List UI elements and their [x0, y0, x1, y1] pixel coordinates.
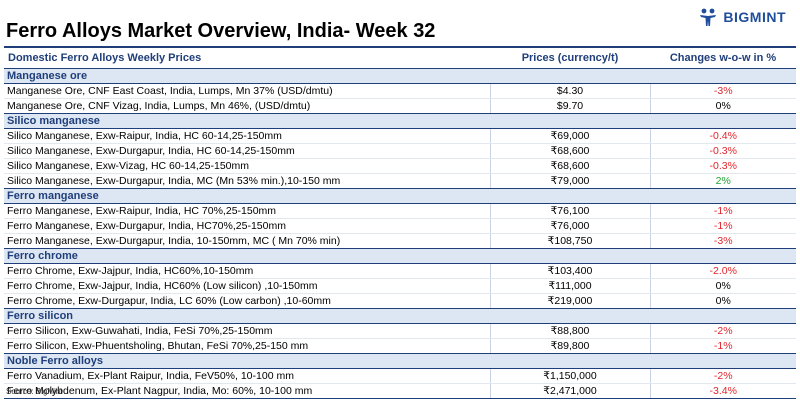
product-cell: Ferro Chrome, Exw-Jajpur, India, HC60% (… — [4, 278, 490, 294]
price-cell: ₹69,000 — [489, 128, 651, 144]
group-name: Silico manganese — [4, 113, 796, 129]
group-header-row: Noble Ferro alloys — [4, 353, 796, 369]
product-cell: Ferro Manganese, Exw-Raipur, India, HC 7… — [4, 203, 490, 219]
group-header-row: Ferro chrome — [4, 248, 796, 264]
change-cell: -3% — [650, 233, 796, 249]
product-cell: Manganese Ore, CNF Vizag, India, Lumps, … — [4, 98, 490, 114]
product-cell: Silico Manganese, Exw-Durgapur, India, M… — [4, 173, 490, 189]
header-price: Prices (currency/t) — [490, 49, 650, 69]
change-cell: -2% — [650, 323, 796, 339]
group-name: Ferro silicon — [4, 308, 796, 324]
brand-name: BIGMINT — [723, 9, 786, 25]
price-cell: $4.30 — [489, 83, 651, 99]
people-icon — [697, 6, 719, 28]
table-row: Ferro Manganese, Exw-Durgapur, India, 10… — [4, 233, 796, 249]
price-cell: ₹1,150,000 — [489, 368, 651, 384]
group-name: Noble Ferro alloys — [4, 353, 796, 369]
change-cell: 2% — [650, 173, 796, 189]
product-cell: Ferro Vanadium, Ex-Plant Raipur, India, … — [4, 368, 490, 384]
price-cell: ₹88,800 — [489, 323, 651, 339]
table-row: Ferro Silicon, Exw-Guwahati, India, FeSi… — [4, 323, 796, 339]
price-cell: ₹89,800 — [489, 338, 651, 354]
table-row: Ferro Silicon, Exw-Phuentsholing, Bhutan… — [4, 338, 796, 354]
product-cell: Ferro Manganese, Exw-Durgapur, India, HC… — [4, 218, 490, 234]
change-cell: -3.4% — [650, 383, 796, 399]
price-cell: ₹76,100 — [489, 203, 651, 219]
product-cell: Ferro Silicon, Exw-Guwahati, India, FeSi… — [4, 323, 490, 339]
price-cell: ₹111,000 — [489, 278, 651, 294]
brand-logo: BIGMINT — [697, 6, 786, 28]
product-cell: Silico Manganese, Exw-Vizag, HC 60-14,25… — [4, 158, 490, 174]
table-header-row: Domestic Ferro Alloys Weekly Prices Pric… — [4, 49, 796, 69]
table-row: Ferro Chrome, Exw-Durgapur, India, LC 60… — [4, 293, 796, 309]
table-row: Silico Manganese, Exw-Raipur, India, HC … — [4, 128, 796, 144]
table-row: Ferro Chrome, Exw-Jajpur, India, HC60% (… — [4, 278, 796, 294]
price-cell: ₹108,750 — [489, 233, 651, 249]
group-name: Ferro chrome — [4, 248, 796, 264]
change-cell: -1% — [650, 218, 796, 234]
table-row: Ferro Chrome, Exw-Jajpur, India, HC60%,1… — [4, 263, 796, 279]
table-row: Manganese Ore, CNF Vizag, India, Lumps, … — [4, 98, 796, 114]
price-cell: ₹68,600 — [489, 158, 651, 174]
product-cell: Ferro Silicon, Exw-Phuentsholing, Bhutan… — [4, 338, 490, 354]
group-name: Ferro manganese — [4, 188, 796, 204]
price-cell: ₹103,400 — [489, 263, 651, 279]
table-row: Ferro Manganese, Exw-Raipur, India, HC 7… — [4, 203, 796, 219]
group-header-row: Manganese ore — [4, 68, 796, 84]
product-cell: Ferro Chrome, Exw-Jajpur, India, HC60%,1… — [4, 263, 490, 279]
product-cell: Ferro Manganese, Exw-Durgapur, India, 10… — [4, 233, 490, 249]
group-header-row: Ferro manganese — [4, 188, 796, 204]
price-cell: ₹76,000 — [489, 218, 651, 234]
header-change: Changes w-o-w in % — [650, 49, 796, 69]
product-cell: Manganese Ore, CNF East Coast, India, Lu… — [4, 83, 490, 99]
table-row: Ferro Manganese, Exw-Durgapur, India, HC… — [4, 218, 796, 234]
title-divider — [4, 46, 796, 48]
change-cell: 0% — [650, 278, 796, 294]
price-cell: ₹219,000 — [489, 293, 651, 309]
page-title: Ferro Alloys Market Overview, India- Wee… — [6, 20, 436, 42]
product-cell: Ferro Molybdenum, Ex-Plant Nagpur, India… — [4, 383, 490, 399]
change-cell: -1% — [650, 338, 796, 354]
price-cell: ₹68,600 — [489, 143, 651, 159]
change-cell: -3% — [650, 83, 796, 99]
price-cell: ₹2,471,000 — [489, 383, 651, 399]
product-cell: Ferro Chrome, Exw-Durgapur, India, LC 60… — [4, 293, 490, 309]
table-row: Silico Manganese, Exw-Durgapur, India, M… — [4, 173, 796, 189]
source-note: Source: BigMint — [6, 387, 63, 396]
change-cell: -2.0% — [650, 263, 796, 279]
product-cell: Silico Manganese, Exw-Raipur, India, HC … — [4, 128, 490, 144]
change-cell: -0.3% — [650, 143, 796, 159]
group-header-row: Silico manganese — [4, 113, 796, 129]
change-cell: 0% — [650, 98, 796, 114]
table-row: Silico Manganese, Exw-Vizag, HC 60-14,25… — [4, 158, 796, 174]
change-cell: -1% — [650, 203, 796, 219]
header-product: Domestic Ferro Alloys Weekly Prices — [4, 49, 490, 69]
table-row: Ferro Molybdenum, Ex-Plant Nagpur, India… — [4, 383, 796, 399]
prices-table: Domestic Ferro Alloys Weekly Prices Pric… — [4, 49, 796, 399]
table-row: Manganese Ore, CNF East Coast, India, Lu… — [4, 83, 796, 99]
table-row: Silico Manganese, Exw-Durgapur, India, H… — [4, 143, 796, 159]
change-cell: 0% — [650, 293, 796, 309]
change-cell: -2% — [650, 368, 796, 384]
group-name: Manganese ore — [4, 68, 796, 84]
table-body: Manganese ore Manganese Ore, CNF East Coa… — [4, 68, 796, 399]
product-cell: Silico Manganese, Exw-Durgapur, India, H… — [4, 143, 490, 159]
change-cell: -0.3% — [650, 158, 796, 174]
price-cell: $9.70 — [489, 98, 651, 114]
price-cell: ₹79,000 — [489, 173, 651, 189]
table-row: Ferro Vanadium, Ex-Plant Raipur, India, … — [4, 368, 796, 384]
change-cell: -0.4% — [650, 128, 796, 144]
group-header-row: Ferro silicon — [4, 308, 796, 324]
